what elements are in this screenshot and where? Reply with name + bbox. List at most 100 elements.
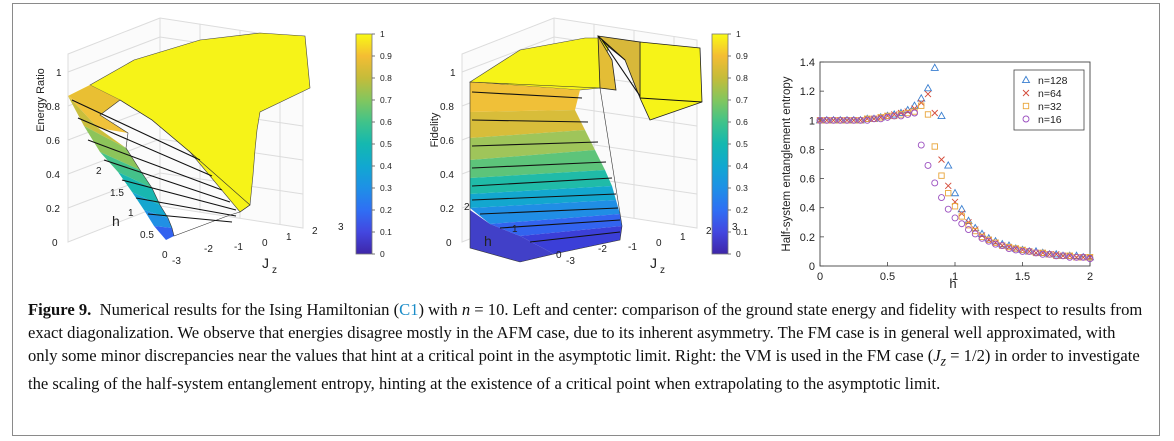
colorbar-tick-label: 0.2 [736, 205, 748, 215]
legend-label: n=16 [1038, 114, 1062, 126]
left-z-tick: 0.6 [46, 136, 60, 147]
y-tick-label: 0 [809, 261, 815, 273]
left-h-tick: 2 [96, 166, 102, 177]
colorbar-tick-label: 0.4 [736, 161, 748, 171]
data-point [1012, 245, 1020, 252]
data-point [836, 116, 844, 124]
colorbar-tick-label: 0.9 [380, 51, 392, 61]
data-point [957, 204, 967, 213]
data-point [857, 116, 864, 124]
equation-reference-link[interactable]: C1 [399, 300, 419, 319]
left-z-tick: 0 [52, 238, 58, 249]
center-xlabel-sub: z [660, 265, 665, 276]
data-point [850, 116, 858, 124]
caption-subscript: z [940, 353, 947, 369]
left-z-tick: 0.8 [46, 102, 60, 113]
left-zlabel: Energy Ratio [35, 68, 47, 132]
data-point [1039, 250, 1047, 258]
data-point [924, 162, 932, 169]
scatter-ylabel: Half-system entanglement entropy [781, 76, 793, 251]
y-tick-label: 0.4 [800, 203, 815, 215]
left-ylabel: h [112, 213, 120, 229]
data-point [951, 203, 959, 210]
data-point [830, 116, 837, 124]
data-point [816, 116, 824, 124]
left-jz-tick: -3 [172, 256, 181, 267]
colorbar-tick-label: 1 [736, 29, 741, 39]
left-h-tick: 0.5 [140, 230, 154, 241]
figure-label: Figure 9. [28, 300, 92, 319]
colorbar-tick-label: 0.5 [736, 139, 748, 149]
data-point [972, 227, 979, 235]
data-point [931, 143, 938, 150]
center-z-tick: 0.4 [440, 170, 454, 181]
entropy-scatter-chart: 0 0.5 1 1.5 2 0 0.2 0.4 0.6 0.8 1 1.2 1.4 Half-syste… [781, 57, 1095, 291]
data-point [884, 112, 891, 120]
data-point [924, 90, 932, 98]
center-h-tick: 0 [556, 250, 562, 261]
data-point [1052, 251, 1060, 258]
center-z-tick: 0.6 [440, 136, 454, 147]
data-point [1005, 243, 1013, 251]
caption-text: ) with [418, 300, 462, 319]
y-tick-label: 0.8 [800, 144, 815, 156]
colorbar-tick-label: 0.8 [736, 73, 748, 83]
data-point [944, 182, 952, 190]
caption-text: = 1/2) in order to investigate the scali… [28, 346, 1140, 394]
left-h-tick: 1.5 [110, 188, 124, 199]
center-z-tick: 0 [446, 238, 452, 249]
data-point [958, 220, 966, 228]
data-point [930, 63, 940, 71]
figure-caption: Figure 9. Numerical results for the Isin… [28, 298, 1148, 395]
data-point [1051, 249, 1061, 258]
center-jz-tick: 1 [680, 232, 686, 243]
center-z-tick: 0.8 [440, 102, 454, 113]
colorbar-tick-label: 0 [736, 249, 741, 259]
legend-marker [1022, 89, 1030, 97]
data-point [916, 93, 926, 102]
x-tick-label: 1.5 [1015, 271, 1030, 283]
data-point [923, 83, 933, 92]
y-tick-label: 1.2 [800, 86, 815, 98]
data-point [889, 109, 899, 118]
center-zlabel: Fidelity [429, 112, 441, 147]
left-xlabel-sub: z [272, 265, 277, 276]
center-jz-tick: 0 [656, 238, 662, 249]
data-point [877, 115, 885, 123]
left-jz-tick: 2 [312, 226, 318, 237]
data-point [938, 172, 945, 179]
legend-marker [1021, 75, 1031, 84]
caption-text: = 10. Left and center: comparison of the… [28, 300, 1143, 365]
caption-variable: n [461, 300, 471, 319]
scatter-xlabel: h [949, 276, 956, 291]
figure-plots: 0 0.2 0.4 0.6 0.8 1 0 0.5 1 1.5 2 -3 -2 … [35, 17, 1095, 291]
colorbar-tick-label: 0 [380, 249, 385, 259]
center-h-tick: 1 [512, 224, 518, 235]
data-point [1025, 247, 1033, 255]
center-jz-tick: -3 [566, 256, 575, 267]
data-point [985, 237, 993, 245]
data-point [931, 109, 939, 117]
colorbar-tick-label: 0.6 [736, 117, 748, 127]
center-z-tick: 1 [450, 68, 456, 79]
data-point [951, 214, 959, 222]
left-xlabel: J [262, 255, 269, 271]
colorbar-tick-label: 0.1 [736, 227, 748, 237]
data-point [978, 234, 986, 242]
x-tick-label: 2 [1087, 271, 1093, 283]
data-point [1073, 253, 1080, 261]
x-tick-label: 1 [952, 271, 958, 283]
data-point [1086, 253, 1094, 261]
data-point [965, 226, 972, 234]
data-point [1019, 246, 1026, 254]
colorbar-tick-label: 0.7 [380, 95, 392, 105]
left-jz-tick: 1 [286, 232, 292, 243]
colorbar-tick-label: 0.3 [380, 183, 392, 193]
data-point [1019, 247, 1026, 255]
colorbar-tick-label: 0.3 [736, 183, 748, 193]
legend-marker [1022, 115, 1030, 123]
center-jz-tick: -1 [628, 242, 637, 253]
data-point [1032, 249, 1040, 257]
data-point [877, 114, 885, 121]
